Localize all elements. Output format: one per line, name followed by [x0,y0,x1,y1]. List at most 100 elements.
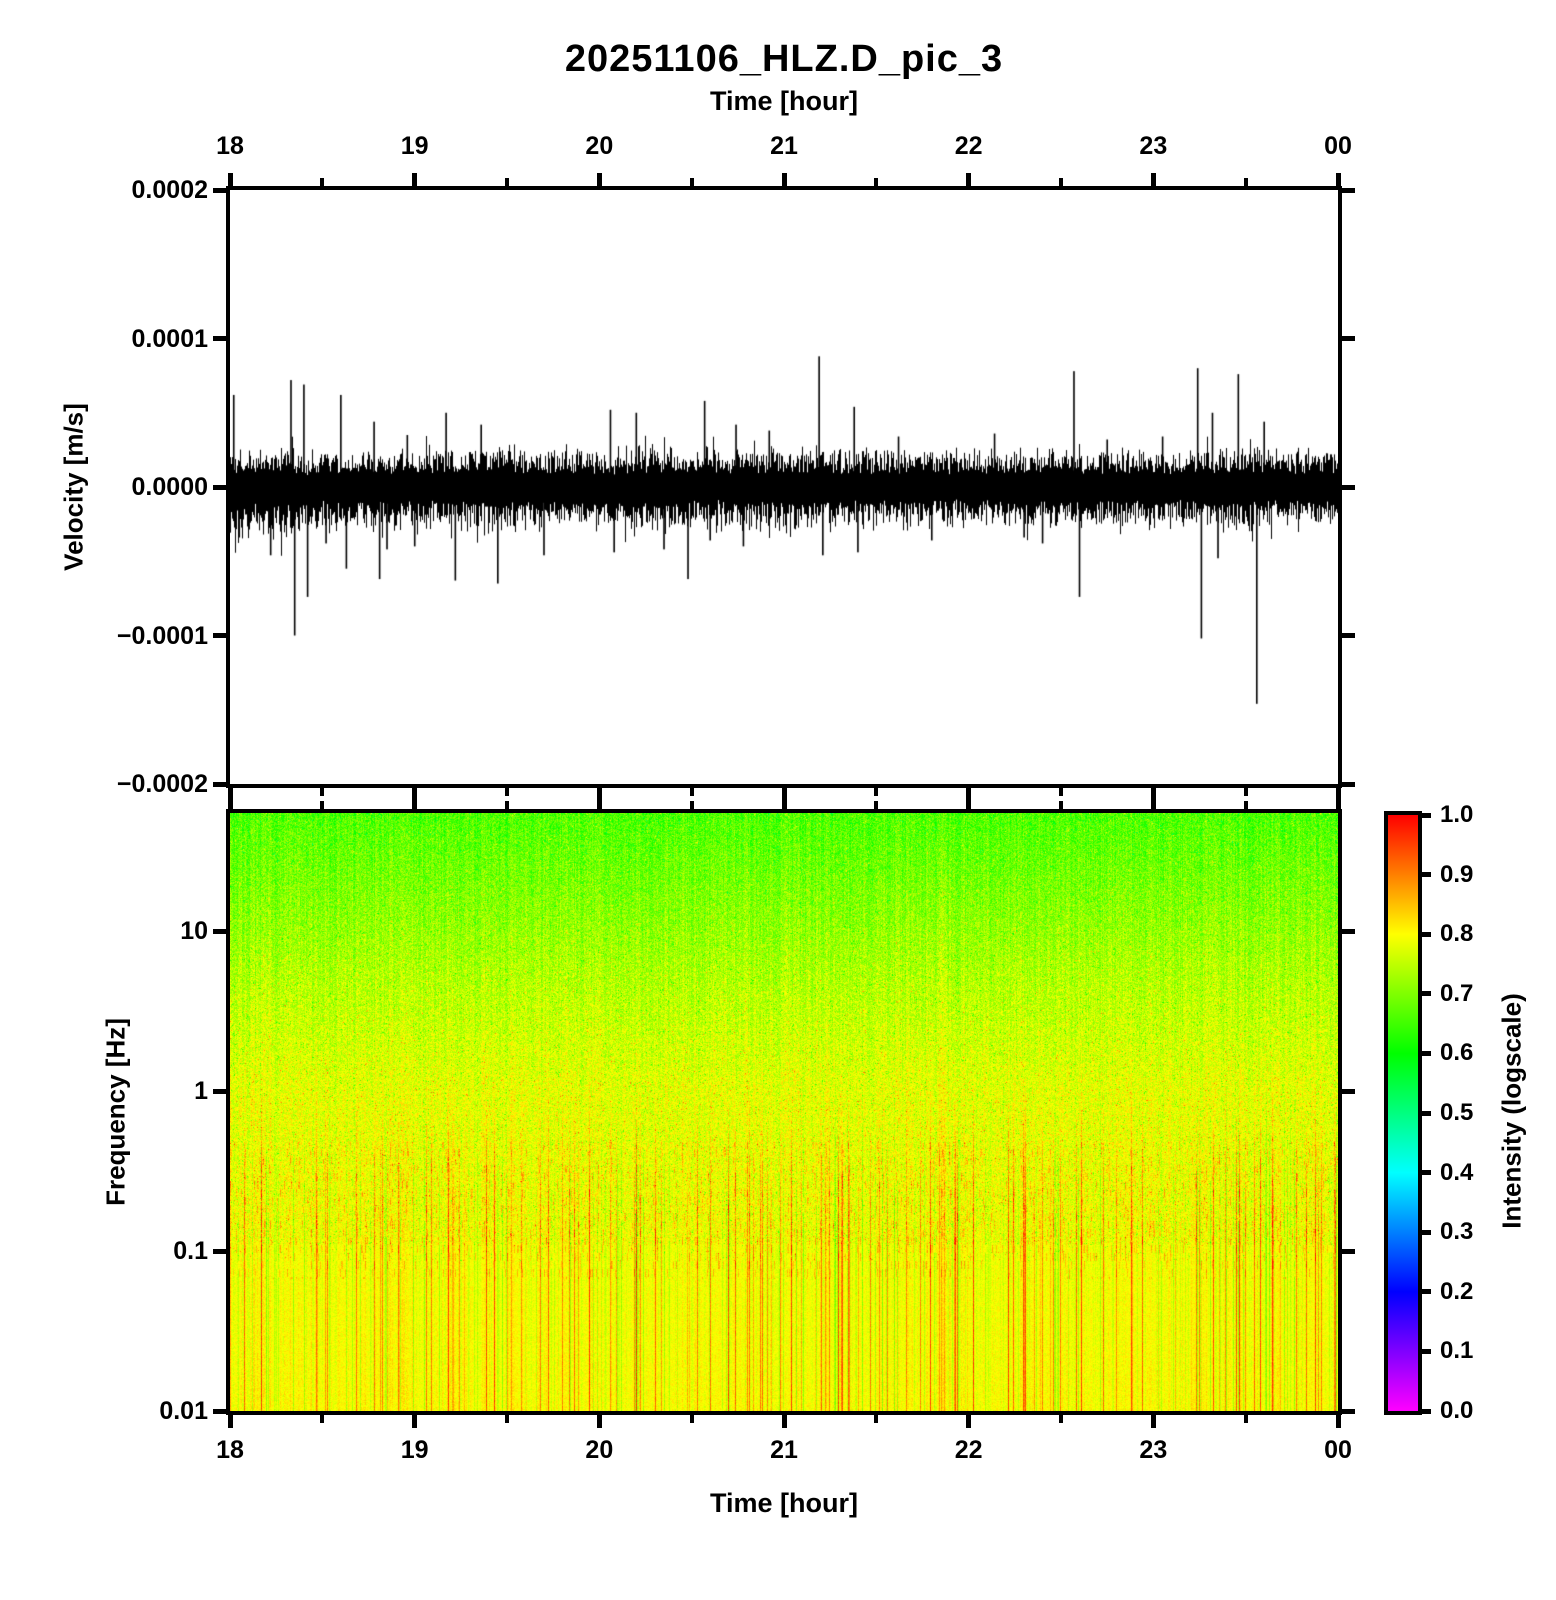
y-tick-label: 0.0000 [131,473,208,501]
hour-tick-top [228,173,233,186]
hour-tick [597,796,602,809]
y-tick-label: 1 [194,1077,208,1106]
hour-tick [412,788,417,801]
colorbar-tick [1422,1111,1431,1116]
hour-tick-top [1336,173,1341,186]
colorbar-tick [1422,1051,1431,1056]
velocity-tick [1342,485,1355,490]
colorbar-tick-label: 0.6 [1440,1039,1474,1067]
x-tick-label: 18 [216,1436,244,1464]
hour-tick [1151,796,1156,809]
hour-tick-top [966,173,971,186]
colorbar-tick [1422,1349,1431,1354]
velocity-tick [213,336,226,341]
x-tick-label: 00 [1324,1436,1352,1464]
figure-title: 20251106_HLZ.D_pic_3 [564,38,1004,80]
hour-tick [1336,796,1341,809]
hour-tick-top [782,173,787,186]
frequency-axis-label: Frequency [Hz] [100,1018,131,1206]
x-tick-label: 20 [585,132,614,160]
y-tick-label: 0.1 [173,1237,208,1266]
x-tick-label: 19 [400,1436,429,1464]
hour-tick-bottom [782,1415,787,1428]
hour-tick-bottom [690,1415,694,1423]
hour-tick-top [597,173,602,186]
colorbar-tick [1422,1289,1431,1294]
hour-tick [1151,788,1156,801]
spectrogram-canvas [230,813,1338,1411]
hour-tick-top [1151,173,1156,186]
colorbar-tick [1422,932,1431,937]
x-tick-label: 21 [770,132,798,160]
hour-tick [690,788,694,796]
hour-tick-bottom [1336,1415,1341,1428]
y-tick-label: 0.0001 [131,324,208,353]
hour-tick [690,801,694,809]
hour-tick [782,796,787,809]
x-tick-label: 23 [1139,1436,1168,1464]
colorbar-tick [1422,1409,1431,1414]
frequency-tick [1342,1409,1355,1414]
colorbar-tick-label: 0.1 [1440,1337,1474,1365]
hour-tick [320,801,324,809]
x-tick-label: 20 [585,1436,614,1464]
hour-tick-top [690,178,694,186]
hour-tick-top [320,178,324,186]
colorbar-tick-label: 0.7 [1440,979,1474,1007]
colorbar-tick-label: 0.9 [1440,860,1474,888]
hour-tick-top [1059,178,1063,186]
colorbar-gradient [1388,815,1418,1411]
frequency-tick [213,929,226,934]
hour-tick-bottom [1151,1415,1156,1428]
hour-tick-bottom [505,1415,509,1423]
velocity-tick [1342,633,1355,638]
hour-tick [505,788,509,796]
frequency-tick [213,1089,226,1094]
bottom-time-axis-label: Time [hour] [710,1488,858,1518]
hour-tick [228,796,233,809]
colorbar-tick-label: 1.0 [1440,801,1474,828]
frequency-tick [1342,1089,1355,1094]
y-tick-label: 10 [180,917,208,946]
colorbar-tick [1422,1170,1431,1175]
hour-tick-bottom [1059,1415,1063,1423]
velocity-tick [1342,188,1355,193]
hour-tick [1059,788,1063,796]
x-tick-label: 22 [954,132,983,160]
colorbar-tick-label: 0.2 [1440,1277,1474,1305]
hour-tick-top [874,178,878,186]
hour-tick-top [1244,178,1248,186]
velocity-tick [213,782,226,787]
colorbar-tick [1422,813,1431,818]
hour-tick-top [412,173,417,186]
hour-tick [966,788,971,801]
colorbar-tick [1422,991,1431,996]
hour-tick-bottom [966,1415,971,1428]
colorbar-tick-label: 0.5 [1440,1099,1474,1126]
hour-tick-bottom [597,1415,602,1428]
frequency-tick [213,1249,226,1254]
x-tick-label: 23 [1139,132,1168,160]
velocity-tick [1342,782,1355,787]
velocity-tick [213,485,226,490]
hour-tick [505,801,509,809]
hour-tick [1336,788,1341,801]
hour-tick [597,788,602,801]
frequency-tick [1342,929,1355,934]
y-tick-label: 0.0002 [131,176,208,204]
x-tick-label: 22 [954,1436,983,1464]
hour-tick [1244,801,1248,809]
hour-tick-bottom [320,1415,324,1423]
colorbar-tick [1422,872,1431,877]
x-tick-label: 00 [1324,132,1352,160]
velocity-tick [1342,336,1355,341]
hour-tick-bottom [874,1415,878,1423]
x-tick-label: 18 [216,132,244,160]
hour-tick [966,796,971,809]
hour-tick-bottom [228,1415,233,1428]
waveform-panel [226,186,1342,788]
hour-tick [874,788,878,796]
hour-tick-bottom [1244,1415,1248,1423]
top-time-axis-label: Time [hour] [710,86,858,116]
